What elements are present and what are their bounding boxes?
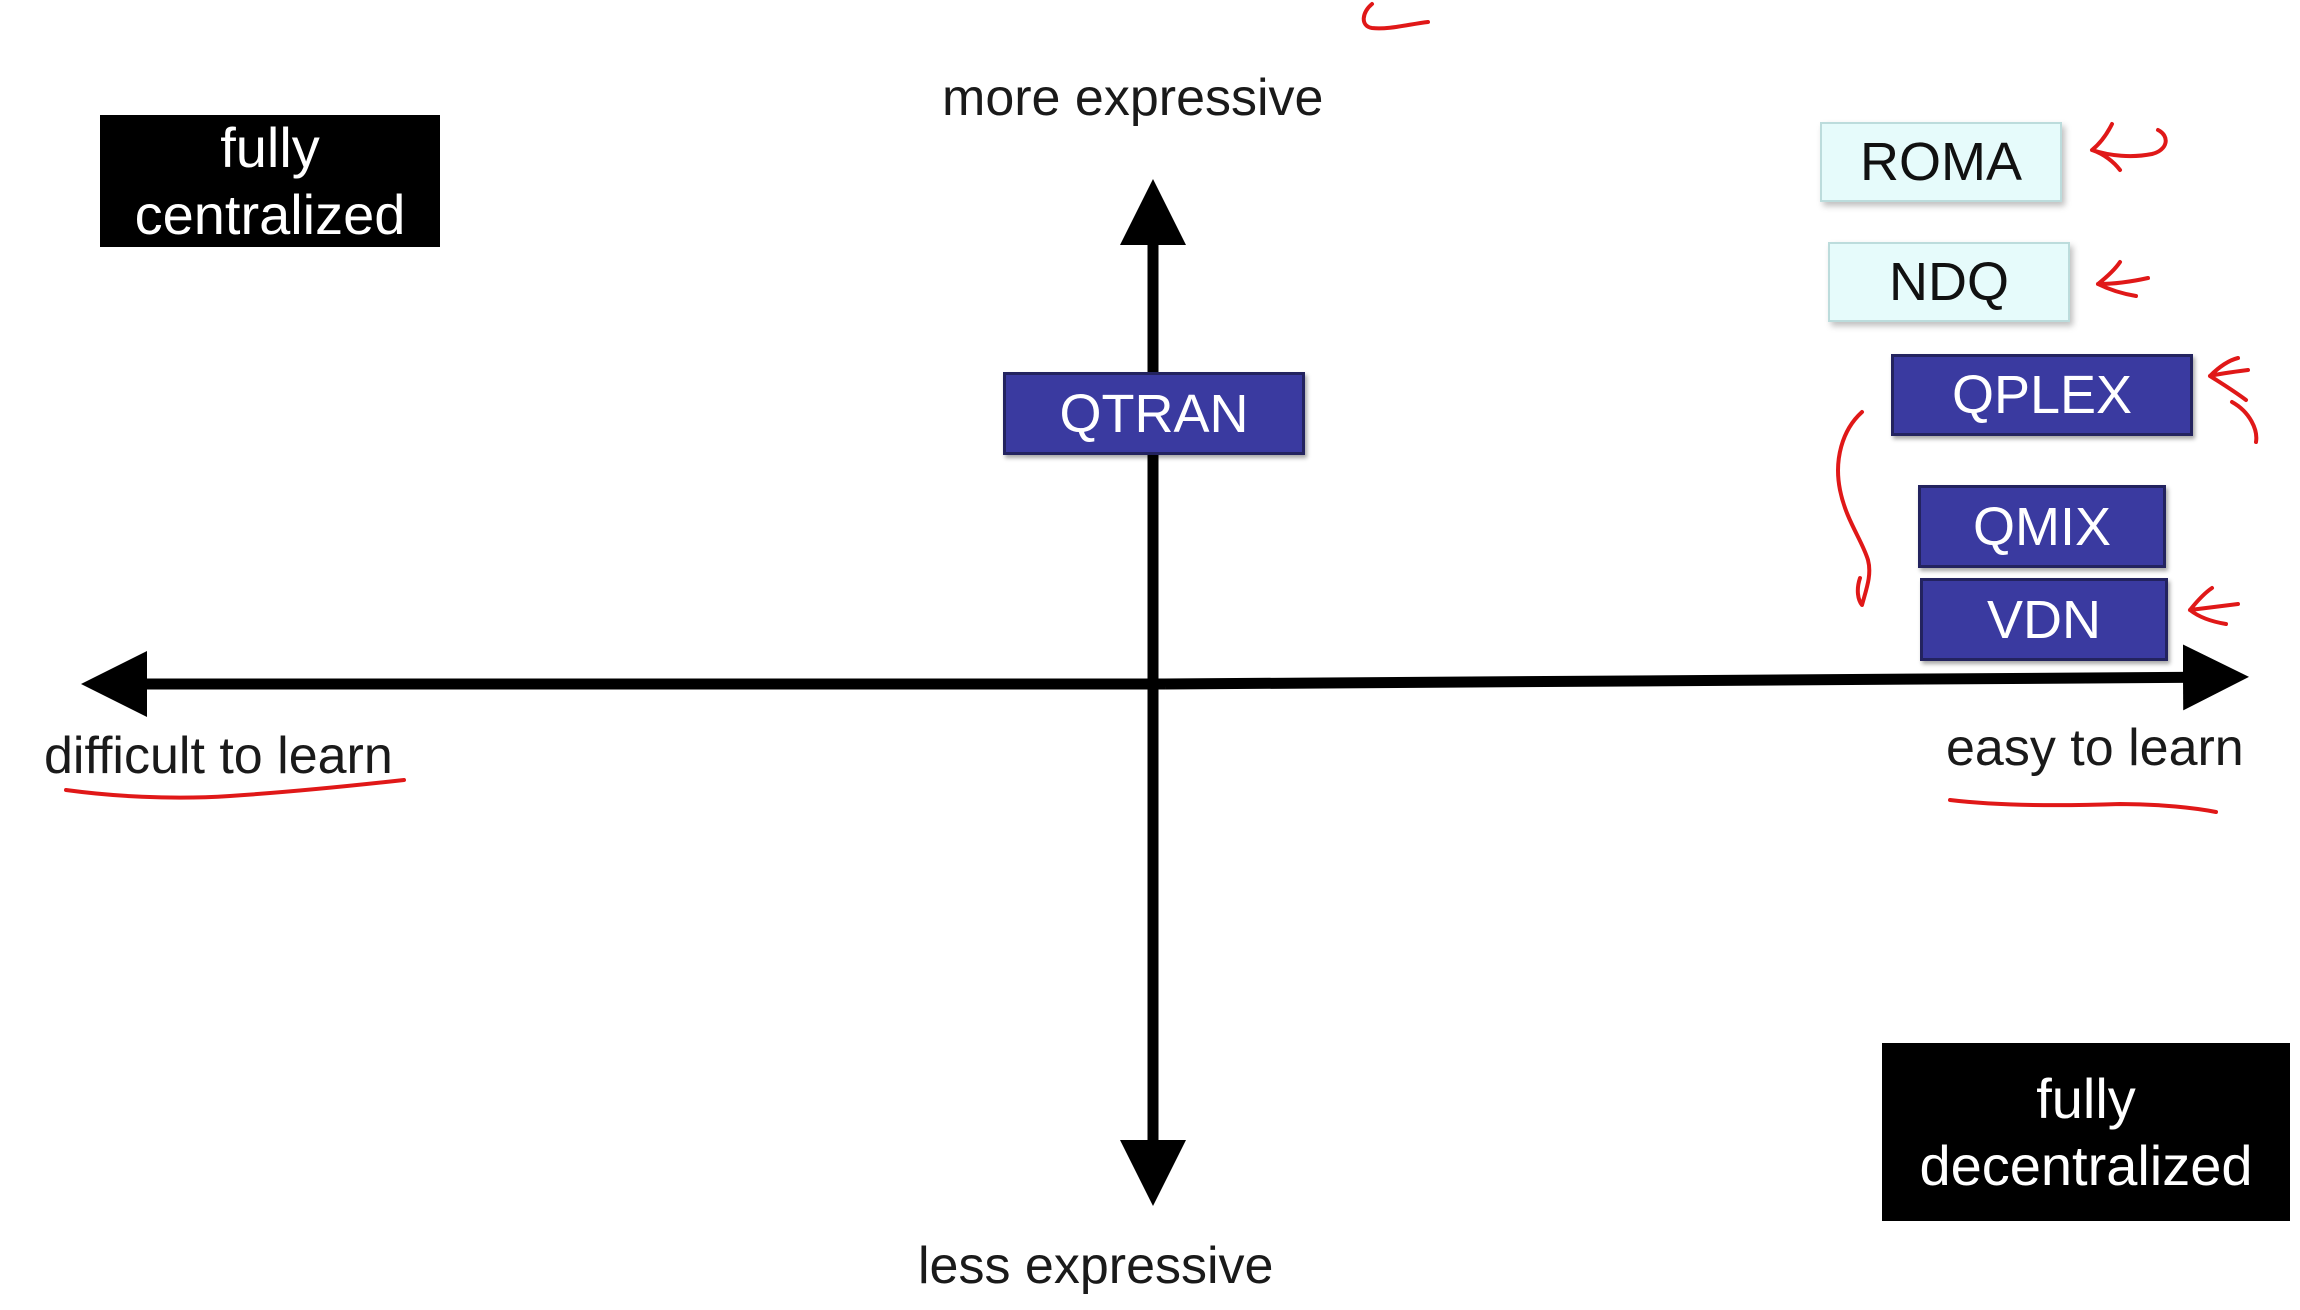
method-box-qtran: QTRAN (1003, 372, 1305, 455)
method-box-ndq: NDQ (1828, 242, 2070, 322)
method-box-roma: ROMA (1820, 122, 2062, 202)
corner-line: fully (220, 115, 320, 179)
horizontal-axis-right (1164, 644, 2249, 711)
method-box-qmix: QMIX (1918, 485, 2166, 568)
axis-label-right: easy to learn (1946, 719, 2244, 777)
axis-label-bottom: less expressive (918, 1237, 1274, 1295)
corner-line: fully (2036, 1066, 2136, 1130)
method-box-qplex: QPLEX (1891, 354, 2193, 436)
axis-label-left: difficult to learn (44, 727, 393, 785)
corner-line: decentralized (1919, 1134, 2253, 1197)
method-box-vdn: VDN (1920, 578, 2168, 661)
corner-fully-centralized: fully centralized (100, 115, 440, 247)
corner-line: centralized (134, 183, 406, 246)
corner-fully-decentralized: fully decentralized (1882, 1043, 2290, 1221)
axis-label-top: more expressive (942, 69, 1324, 127)
